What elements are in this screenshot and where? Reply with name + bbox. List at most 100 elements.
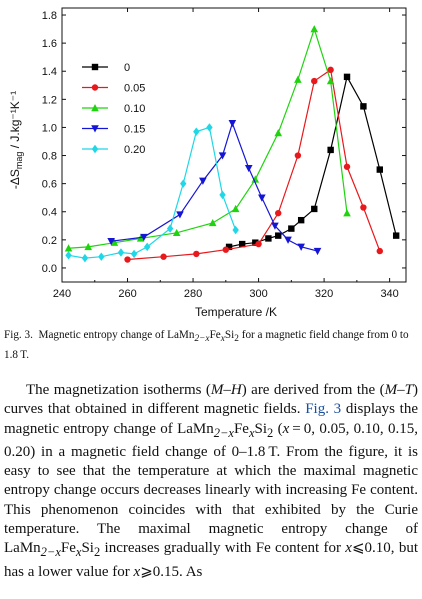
series-line bbox=[68, 27, 348, 249]
data-point bbox=[294, 75, 302, 83]
legend-label: 0 bbox=[124, 62, 130, 74]
data-point bbox=[343, 209, 351, 217]
data-point bbox=[252, 239, 259, 246]
series-layer bbox=[64, 25, 400, 263]
data-point bbox=[218, 152, 227, 160]
x-tick-label: 340 bbox=[380, 288, 398, 300]
data-point bbox=[124, 256, 131, 263]
data-point bbox=[244, 164, 253, 173]
series-3 bbox=[107, 120, 322, 256]
y-tick-label: 1.8 bbox=[42, 10, 57, 22]
data-point bbox=[275, 232, 282, 239]
caption-text: Magnetic entropy change of LaMn2−xFexSi2… bbox=[4, 329, 409, 362]
y-tick-label: 1.2 bbox=[42, 94, 57, 106]
legend-marker bbox=[91, 125, 99, 133]
data-point bbox=[297, 216, 305, 224]
series-4 bbox=[65, 123, 239, 263]
x-tick-label: 280 bbox=[184, 288, 202, 300]
figure-caption: Fig. 3. Magnetic entropy change of LaMn2… bbox=[4, 327, 418, 363]
data-point bbox=[172, 228, 181, 237]
data-point bbox=[199, 177, 207, 185]
y-tick-label: 1.6 bbox=[42, 38, 57, 50]
data-point bbox=[193, 127, 200, 136]
plot-border bbox=[61, 7, 407, 283]
data-point bbox=[376, 166, 383, 173]
y-tick-label: 0.4 bbox=[42, 207, 57, 219]
x-tick-label: 260 bbox=[118, 288, 136, 300]
y-tick-label: 1.0 bbox=[42, 122, 57, 134]
axis-ticks: 240 260 280 300 320 340 0.0 0.2 0.4 0.6 0.8 1.0 1.2 1… bbox=[42, 8, 406, 300]
data-point bbox=[193, 250, 200, 258]
data-point bbox=[65, 251, 72, 260]
data-point bbox=[110, 238, 119, 246]
data-point bbox=[265, 235, 272, 242]
data-point bbox=[311, 205, 318, 213]
data-point bbox=[288, 225, 295, 232]
series-2 bbox=[64, 25, 351, 252]
data-point bbox=[327, 146, 334, 154]
legend-label: 0.05 bbox=[124, 83, 145, 95]
legend: 0 0.05 0.10 0.15 0.20 bbox=[82, 62, 145, 156]
legend-marker bbox=[91, 144, 99, 154]
legend-label: 0.15 bbox=[124, 124, 145, 136]
legend-marker bbox=[91, 84, 99, 91]
data-point bbox=[219, 190, 226, 200]
data-point bbox=[255, 240, 262, 248]
legend-label: 0.10 bbox=[124, 103, 145, 115]
plot-area bbox=[61, 7, 407, 283]
data-point bbox=[143, 242, 151, 252]
x-tick-label: 240 bbox=[53, 288, 71, 300]
y-tick-label: 0.8 bbox=[42, 151, 57, 163]
data-point bbox=[310, 25, 319, 33]
data-point bbox=[180, 179, 187, 188]
data-point bbox=[313, 247, 322, 256]
figure-link[interactable]: Fig. 3 bbox=[305, 401, 342, 418]
data-point bbox=[284, 236, 292, 244]
data-point bbox=[392, 232, 400, 239]
series-line bbox=[127, 68, 381, 261]
y-tick-label: 0.6 bbox=[42, 179, 57, 191]
data-point bbox=[271, 222, 279, 230]
data-point bbox=[294, 152, 302, 159]
data-point bbox=[275, 209, 282, 217]
data-point bbox=[326, 77, 335, 85]
data-point bbox=[160, 253, 167, 260]
data-point bbox=[343, 73, 351, 81]
data-point bbox=[360, 204, 367, 211]
data-point bbox=[166, 224, 174, 233]
data-point bbox=[98, 252, 105, 261]
x-axis-label: Temperature /K bbox=[195, 305, 277, 319]
series-line bbox=[228, 75, 397, 248]
data-point bbox=[376, 247, 383, 255]
data-point bbox=[228, 120, 237, 128]
series-1 bbox=[124, 66, 383, 263]
data-point bbox=[311, 77, 318, 85]
data-point bbox=[64, 244, 73, 252]
data-point bbox=[84, 242, 93, 251]
x-tick-label: 320 bbox=[315, 288, 333, 300]
data-point bbox=[327, 66, 334, 74]
data-point bbox=[81, 253, 89, 263]
data-point bbox=[231, 204, 240, 213]
data-point bbox=[225, 243, 233, 251]
y-tick-label: 0.2 bbox=[42, 235, 57, 247]
x-tick-label: 300 bbox=[249, 288, 267, 300]
data-point bbox=[360, 103, 367, 110]
data-point bbox=[222, 246, 230, 253]
data-point bbox=[140, 233, 148, 242]
body-paragraph: The magnetization isotherms (M–H) are de… bbox=[4, 382, 419, 580]
data-point bbox=[206, 123, 213, 132]
data-point bbox=[176, 211, 184, 219]
legend-label: 0.20 bbox=[124, 144, 145, 156]
y-tick-label: 1.4 bbox=[42, 66, 57, 78]
data-point bbox=[343, 163, 351, 170]
y-axis-label: -ΔSmag / J.kg⁻¹K⁻¹ bbox=[8, 91, 24, 189]
data-point bbox=[130, 249, 138, 259]
legend-marker bbox=[91, 104, 99, 112]
y-tick-label: 0.0 bbox=[42, 263, 57, 275]
data-point bbox=[117, 248, 125, 257]
data-point bbox=[232, 225, 239, 235]
caption-label: Fig. 3. bbox=[4, 329, 33, 341]
data-point bbox=[274, 129, 283, 137]
legend-marker bbox=[91, 63, 99, 71]
